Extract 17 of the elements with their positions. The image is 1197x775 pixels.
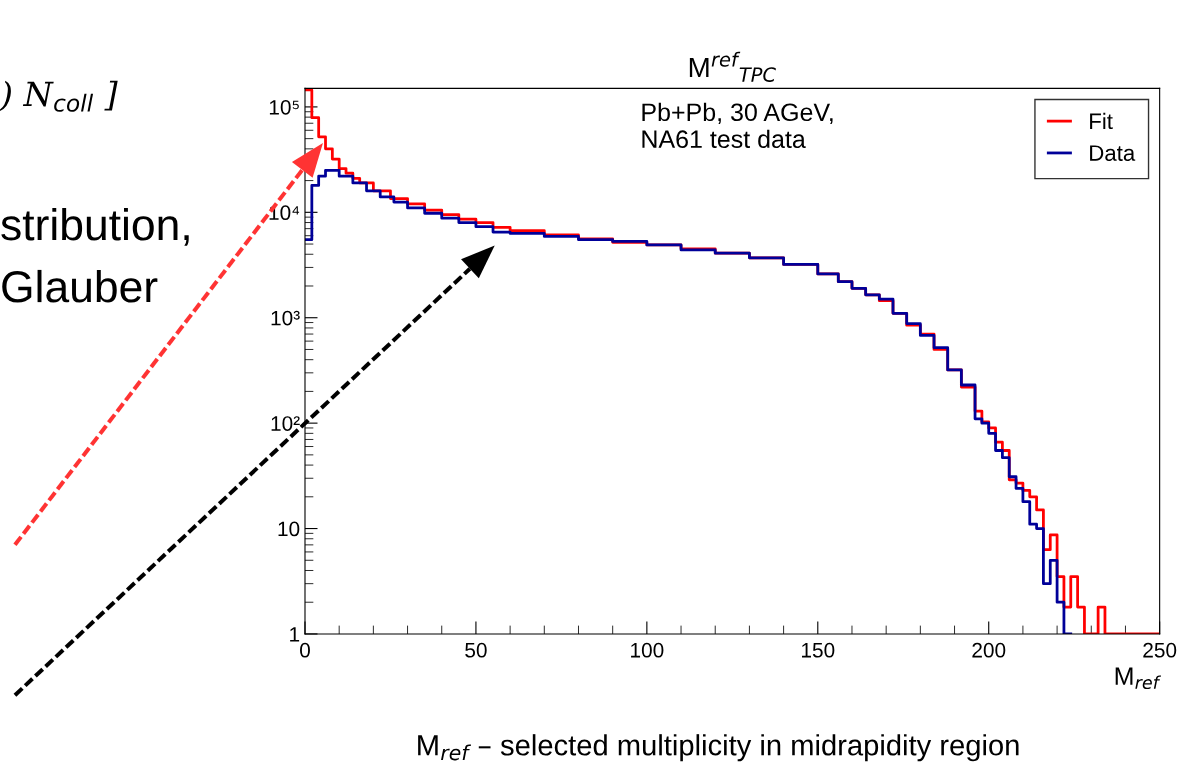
x-tick-label: 100 [631,642,664,658]
x-tick-label: 50 [465,642,487,658]
y-tick-label: 10³ [271,310,300,326]
text: stribution, [1,207,189,246]
y-tick-label: 10² [271,416,300,431]
text: M$_{ref}$ – selected multiplicity in midrapidity region [418,734,1019,762]
x-tick-label: 250 [1143,642,1177,658]
text: Glauber [2,269,158,303]
x-axis-title: M$_{ref}$ [1115,667,1162,690]
x-tick-label: 150 [802,642,835,658]
chart-title: M$^{ref}$$_{TPC}$ [689,51,776,82]
y-tick-label: 10⁵ [269,99,299,115]
y-tick-label: 1 [290,627,300,642]
x-tick-label: 200 [972,642,1006,658]
y-tick-label: 10 [278,521,300,537]
x-tick-label: 0 [300,642,310,658]
text: ) N$_{coll}$ ] [0,80,118,112]
